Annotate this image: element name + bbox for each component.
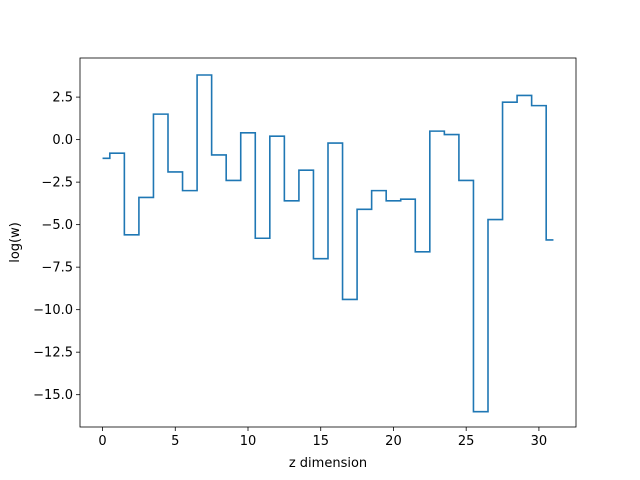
data-point bbox=[509, 101, 511, 103]
data-point bbox=[538, 104, 540, 106]
data-point bbox=[334, 142, 336, 144]
data-point bbox=[480, 410, 482, 412]
data-point bbox=[523, 94, 525, 96]
data-point bbox=[189, 189, 191, 191]
data-point bbox=[247, 132, 249, 134]
data-point bbox=[290, 200, 292, 202]
data-point bbox=[261, 237, 263, 239]
x-axis: 0 5 10 15 20 25 30 bbox=[98, 427, 547, 449]
data-point bbox=[494, 218, 496, 220]
data-point bbox=[465, 179, 467, 181]
data-point bbox=[450, 133, 452, 135]
data-point bbox=[363, 208, 365, 210]
y-tick-label: −12.5 bbox=[33, 346, 73, 361]
data-point bbox=[130, 234, 132, 236]
data-point bbox=[101, 157, 103, 159]
data-point bbox=[160, 113, 162, 115]
x-tick-label: 30 bbox=[531, 434, 548, 449]
data-point bbox=[392, 200, 394, 202]
x-axis-label: z dimension bbox=[289, 456, 367, 471]
data-point bbox=[232, 179, 234, 181]
data-point bbox=[436, 130, 438, 132]
y-axis: 2.5 0.0 −2.5 −5.0 −7.5 −10.0 −12.5 −15.0 bbox=[33, 91, 80, 403]
y-tick-label: −15.0 bbox=[33, 388, 73, 403]
x-tick-label: 25 bbox=[458, 434, 475, 449]
y-tick-label: −10.0 bbox=[33, 303, 73, 318]
y-axis-label: log(w) bbox=[8, 222, 23, 263]
y-tick-label: −5.0 bbox=[41, 218, 73, 233]
data-point bbox=[305, 169, 307, 171]
data-point bbox=[218, 154, 220, 156]
data-point bbox=[349, 298, 351, 300]
x-tick-label: 20 bbox=[385, 434, 402, 449]
plot-frame bbox=[79, 57, 577, 428]
data-point bbox=[116, 152, 118, 154]
data-point bbox=[174, 171, 176, 173]
data-point bbox=[145, 196, 147, 198]
y-tick-label: −2.5 bbox=[41, 176, 73, 191]
series-line bbox=[102, 74, 554, 413]
x-tick-label: 15 bbox=[312, 434, 329, 449]
y-tick-label: 2.5 bbox=[52, 91, 73, 106]
data-point bbox=[276, 135, 278, 137]
data-point bbox=[552, 239, 554, 241]
data-point bbox=[407, 198, 409, 200]
x-tick-label: 10 bbox=[240, 434, 257, 449]
data-point bbox=[320, 257, 322, 259]
data-point bbox=[421, 251, 423, 253]
data-point bbox=[203, 74, 205, 76]
y-tick-label: 0.0 bbox=[52, 133, 73, 148]
x-tick-label: 0 bbox=[98, 434, 106, 449]
data-point bbox=[378, 189, 380, 191]
series-layer bbox=[101, 74, 554, 413]
x-tick-label: 5 bbox=[171, 434, 179, 449]
y-tick-label: −7.5 bbox=[41, 261, 73, 276]
